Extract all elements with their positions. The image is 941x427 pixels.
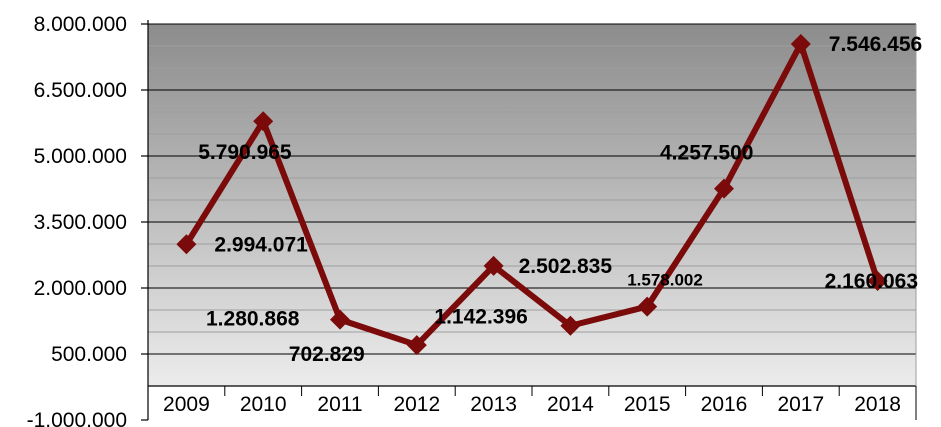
data-point-marker	[867, 270, 888, 291]
data-point-marker	[330, 309, 350, 330]
data-point-marker	[790, 33, 811, 54]
y-tick-label: 3.500.000	[34, 211, 127, 234]
x-tick-label: 2013	[470, 393, 517, 416]
x-tick-label: 2018	[854, 393, 901, 416]
x-tick-label: 2010	[240, 393, 287, 416]
y-tick-label: 2.000.000	[34, 277, 127, 300]
data-point-marker	[714, 178, 734, 199]
minor-gridlines	[148, 45, 916, 333]
y-axis-tick-labels: -1.000.000 500.000 2.000.000 3.500.000 5.000…	[27, 13, 127, 427]
data-point-marker	[560, 315, 581, 336]
data-label: 5.790.965	[198, 141, 292, 164]
y-tick-label: -1.000.000	[27, 409, 127, 427]
data-label: 1.280.868	[206, 308, 300, 331]
data-label: 702.829	[289, 343, 365, 366]
data-point-marker	[637, 296, 658, 317]
axes	[141, 20, 917, 421]
data-label: 1.578.002	[627, 271, 703, 290]
x-tick-label: 2009	[163, 393, 210, 416]
x-tick-label: 2015	[624, 393, 671, 416]
x-tick-label: 2012	[393, 393, 440, 416]
x-axis-tick-labels: 2009 2010 2011 2012 2013 2014 2015 2016 2017 2018	[163, 393, 901, 416]
data-label: 2.160.063	[825, 270, 918, 293]
plot-area	[148, 24, 916, 386]
data-label: 7.546.456	[829, 33, 922, 56]
y-tick-label: 500.000	[51, 343, 127, 366]
x-tick-label: 2016	[701, 393, 748, 416]
data-label: 2.502.835	[519, 255, 613, 278]
y-tick-label: 8.000.000	[34, 13, 127, 36]
y-tick-label: 6.500.000	[34, 79, 127, 102]
data-label: 1.142.396	[434, 306, 527, 329]
x-tick-label: 2011	[317, 393, 362, 416]
data-point-marker	[176, 234, 197, 255]
x-tick-label: 2014	[547, 393, 594, 416]
data-labels: 2.994.071 5.790.965 1.280.868 702.829 2.502.…	[198, 33, 922, 366]
y-tick-label: 5.000.000	[34, 145, 127, 168]
data-point-marker	[406, 335, 427, 356]
data-label: 4.257.500	[660, 142, 753, 165]
data-label: 2.994.071	[214, 233, 308, 256]
data-point-marker	[483, 255, 504, 276]
series-line	[183, 40, 881, 349]
data-point-marker	[253, 111, 274, 132]
x-tick-label: 2017	[777, 393, 824, 416]
data-series	[176, 33, 888, 356]
